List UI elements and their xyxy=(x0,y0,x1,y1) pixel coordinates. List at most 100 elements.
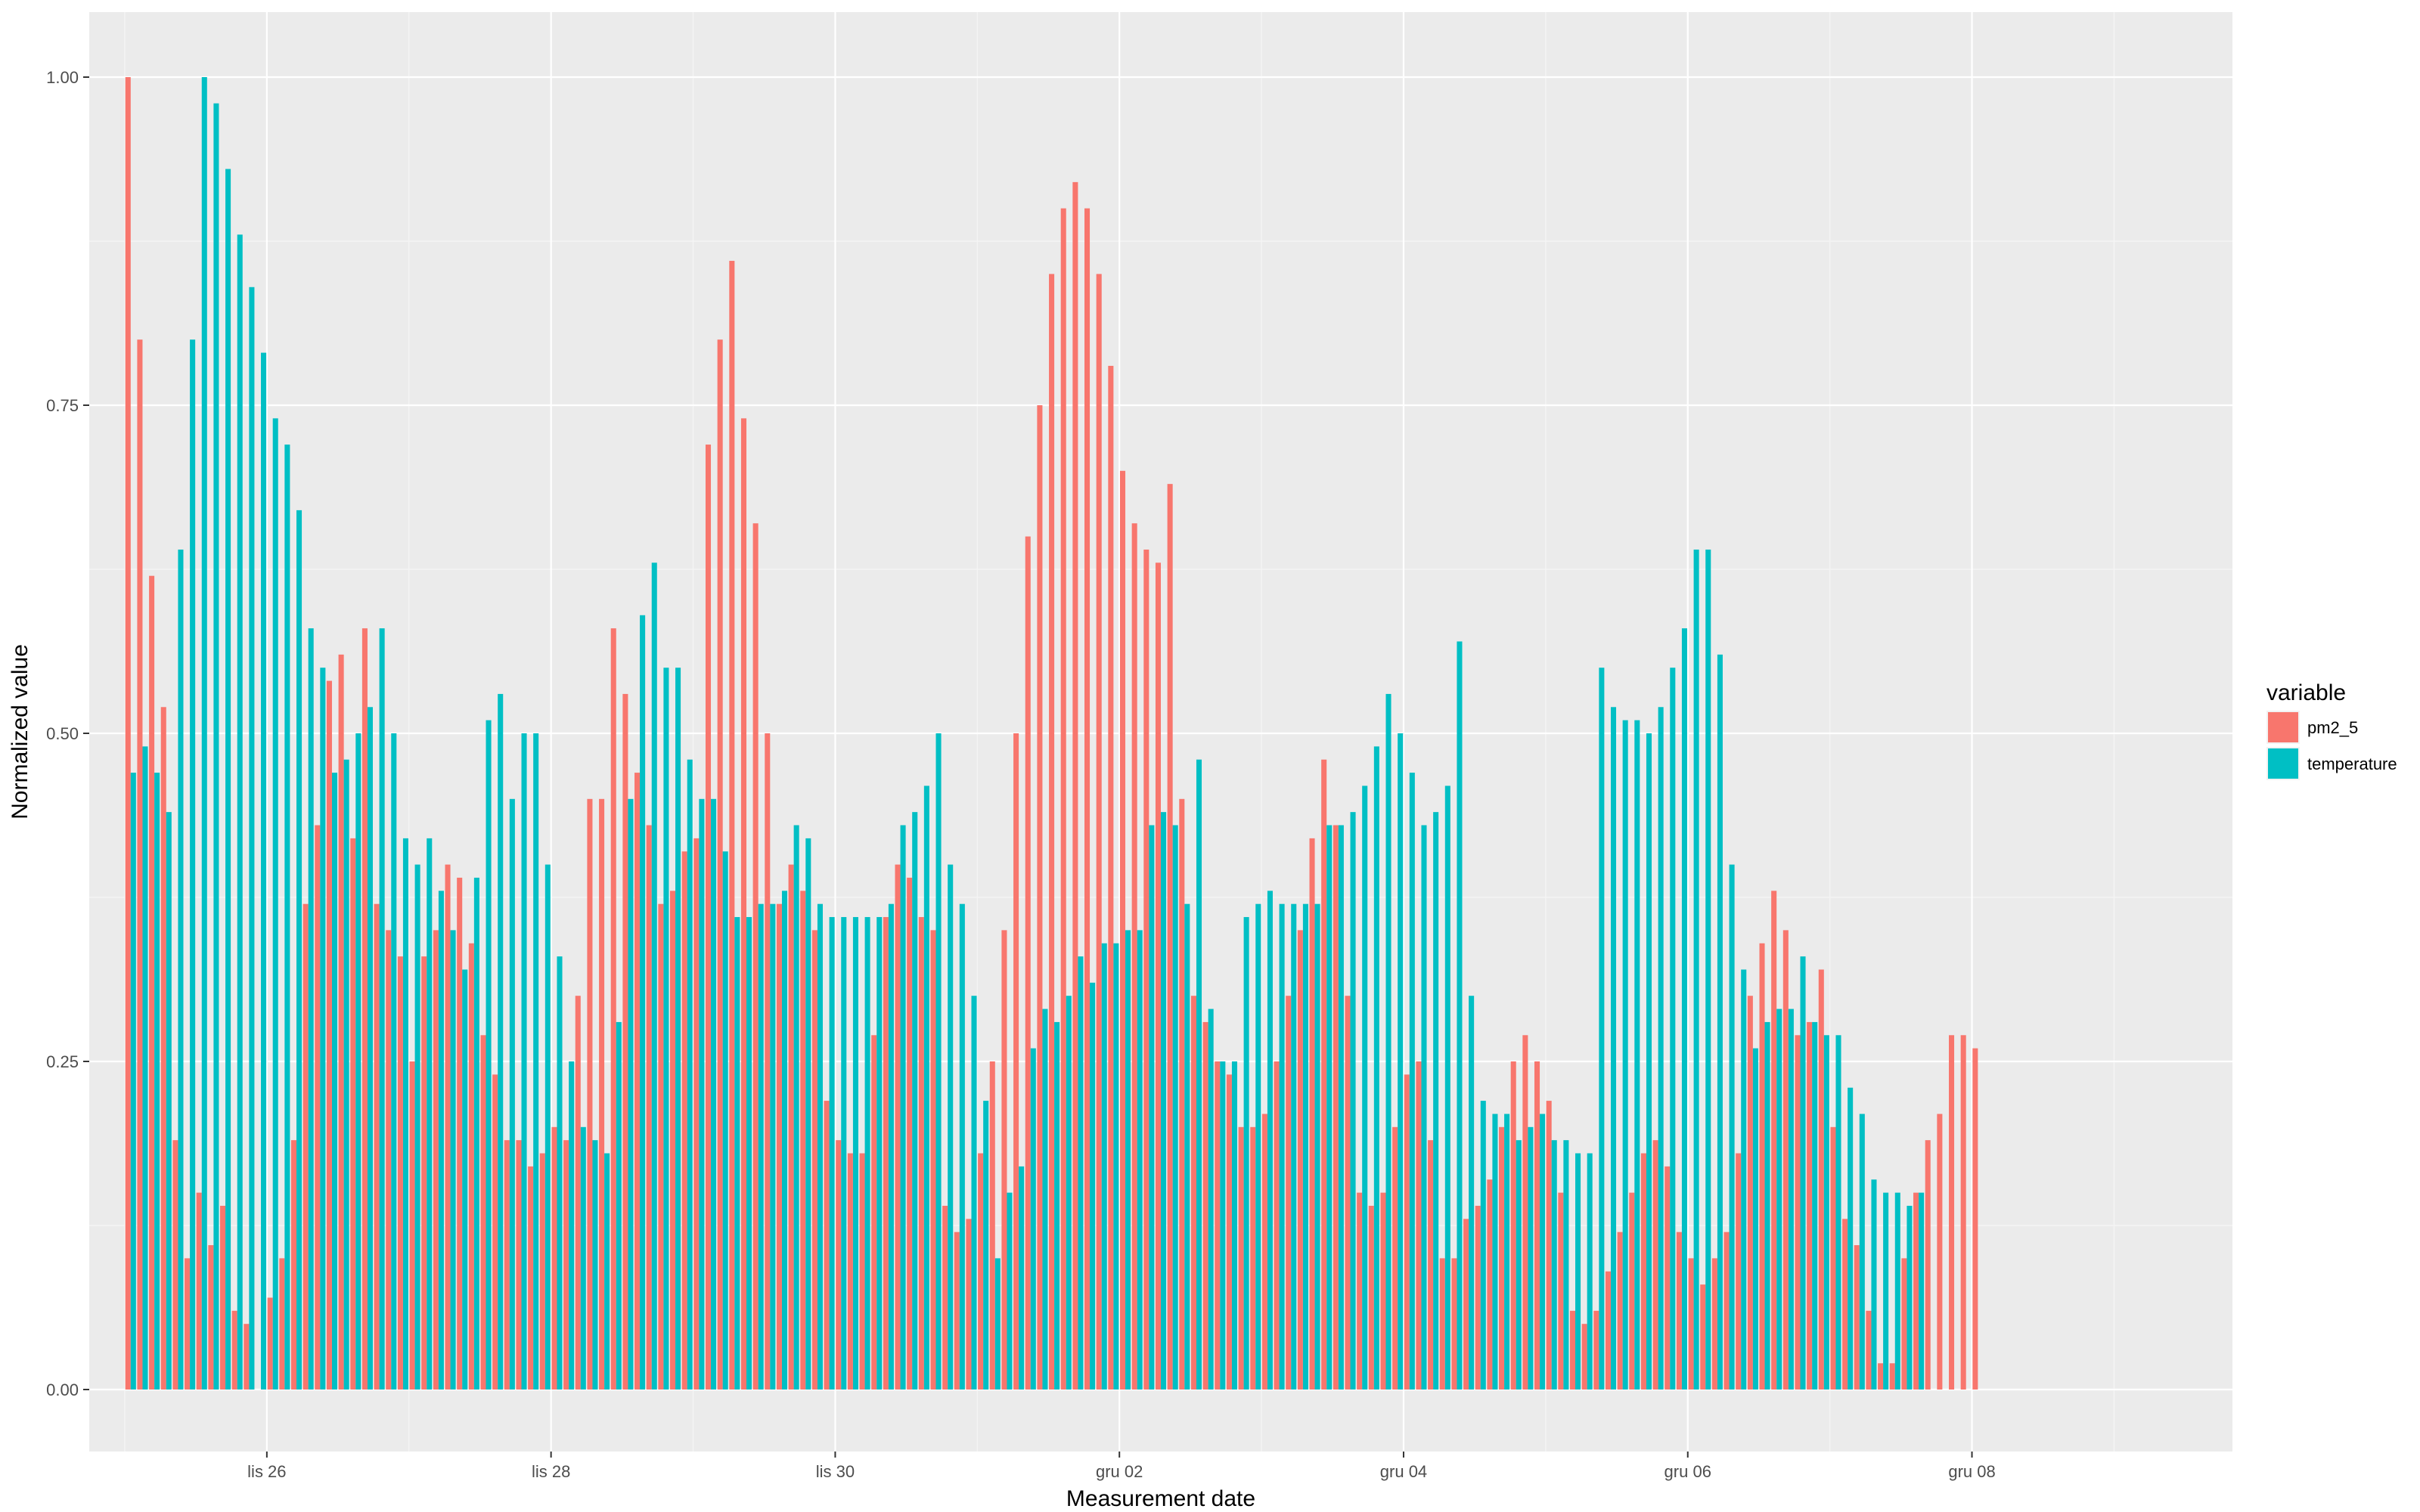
bar-pm2_5 xyxy=(1404,1074,1410,1390)
bar-temperature xyxy=(1066,996,1072,1390)
bar-pm2_5 xyxy=(1960,1035,1966,1390)
bar-temperature xyxy=(1504,1114,1510,1390)
bar-temperature xyxy=(237,234,243,1390)
bar-temperature xyxy=(616,1021,622,1390)
bar-temperature xyxy=(758,903,764,1390)
bar-temperature xyxy=(1859,1114,1865,1390)
bar-pm2_5 xyxy=(1878,1363,1884,1390)
bar-pm2_5 xyxy=(433,930,439,1390)
bar-pm2_5 xyxy=(1250,1126,1256,1390)
x-tick-label: lis 30 xyxy=(816,1462,855,1481)
bar-temperature xyxy=(1113,943,1119,1390)
bar-temperature xyxy=(1823,1035,1829,1390)
bar-temperature xyxy=(1291,903,1297,1390)
bar-temperature xyxy=(450,930,456,1390)
bar-pm2_5 xyxy=(1593,1310,1599,1390)
bar-pm2_5 xyxy=(1617,1232,1623,1390)
legend-title: variable xyxy=(2266,680,2346,705)
bar-temperature xyxy=(1042,1009,1048,1390)
bar-pm2_5 xyxy=(776,903,782,1390)
bar-pm2_5 xyxy=(1357,1192,1363,1390)
bar-pm2_5 xyxy=(824,1101,830,1390)
bar-temperature xyxy=(1314,903,1320,1390)
bar-pm2_5 xyxy=(1333,825,1339,1390)
bar-pm2_5 xyxy=(1807,1021,1813,1390)
bar-pm2_5 xyxy=(1854,1245,1860,1390)
bar-temperature xyxy=(462,969,468,1390)
bar-pm2_5 xyxy=(895,864,901,1390)
bar-temperature xyxy=(1457,641,1463,1390)
bar-pm2_5 xyxy=(267,1297,273,1390)
bar-temperature xyxy=(1302,903,1308,1390)
bar-temperature xyxy=(414,864,420,1390)
bar-pm2_5 xyxy=(551,1126,557,1390)
y-tick-label: 0.75 xyxy=(46,396,79,415)
bar-pm2_5 xyxy=(1522,1035,1528,1390)
bar-pm2_5 xyxy=(231,1310,237,1390)
y-tick-label: 1.00 xyxy=(46,68,79,87)
bar-temperature xyxy=(1622,720,1628,1390)
bar-pm2_5 xyxy=(1629,1192,1635,1390)
bar-pm2_5 xyxy=(1238,1126,1244,1390)
bar-temperature xyxy=(1030,1048,1036,1390)
y-tick-label: 0.25 xyxy=(46,1052,79,1071)
bar-pm2_5 xyxy=(966,1219,972,1390)
bar-temperature xyxy=(793,825,799,1390)
bar-temperature xyxy=(190,339,196,1390)
bar-temperature xyxy=(1350,812,1356,1390)
bar-pm2_5 xyxy=(1569,1310,1576,1390)
bar-temperature xyxy=(1433,812,1439,1390)
bar-pm2_5 xyxy=(705,445,712,1390)
bar-temperature xyxy=(391,733,397,1390)
bar-temperature xyxy=(817,903,823,1390)
bar-pm2_5 xyxy=(1013,733,1019,1390)
bars xyxy=(125,77,1978,1390)
x-axis-title: Measurement date xyxy=(1066,1486,1255,1511)
bar-temperature xyxy=(367,707,373,1390)
bar-pm2_5 xyxy=(1345,996,1351,1390)
bar-pm2_5 xyxy=(1096,274,1102,1390)
x-axis: lis 26 lis 28 lis 30 gru 02 gru 04 gru 06 gru … xyxy=(247,1452,1996,1481)
bar-temperature xyxy=(438,891,444,1390)
bar-pm2_5 xyxy=(1795,1035,1801,1390)
bar-pm2_5 xyxy=(765,733,771,1390)
bar-pm2_5 xyxy=(220,1205,226,1390)
bar-pm2_5 xyxy=(539,1153,545,1390)
bar-temperature xyxy=(154,773,160,1390)
y-tick-label: 0.00 xyxy=(46,1380,79,1399)
bar-temperature xyxy=(1894,1192,1900,1390)
bar-temperature xyxy=(402,838,408,1390)
bar-pm2_5 xyxy=(1439,1258,1445,1390)
bar-temperature xyxy=(1658,707,1664,1390)
bar-pm2_5 xyxy=(1179,798,1185,1390)
bar-pm2_5 xyxy=(1581,1324,1587,1390)
legend-label-temperature: temperature xyxy=(2307,754,2397,773)
bar-temperature xyxy=(355,733,361,1390)
bar-pm2_5 xyxy=(1025,536,1031,1390)
bar-pm2_5 xyxy=(717,339,723,1390)
bar-pm2_5 xyxy=(457,877,463,1390)
bar-pm2_5 xyxy=(1889,1363,1895,1390)
bar-temperature xyxy=(900,825,906,1390)
bar-temperature xyxy=(888,903,894,1390)
y-tick-label: 0.50 xyxy=(46,724,79,743)
bar-temperature xyxy=(983,1101,989,1390)
bar-temperature xyxy=(699,798,705,1390)
bar-temperature xyxy=(1764,1021,1770,1390)
bar-temperature xyxy=(876,917,883,1390)
bar-pm2_5 xyxy=(208,1245,214,1390)
bar-pm2_5 xyxy=(1202,1021,1208,1390)
bar-temperature xyxy=(580,1126,586,1390)
bar-pm2_5 xyxy=(811,930,818,1390)
bar-pm2_5 xyxy=(1108,365,1114,1390)
bar-temperature xyxy=(746,917,752,1390)
bar-pm2_5 xyxy=(563,1140,569,1390)
bar-temperature xyxy=(486,720,492,1390)
bar-temperature xyxy=(473,877,479,1390)
bar-temperature xyxy=(284,445,290,1390)
bar-temperature xyxy=(1373,746,1379,1390)
bar-temperature xyxy=(1267,891,1273,1390)
bar-temperature xyxy=(1528,1126,1534,1390)
bar-temperature xyxy=(1054,1021,1060,1390)
bar-pm2_5 xyxy=(361,628,368,1390)
